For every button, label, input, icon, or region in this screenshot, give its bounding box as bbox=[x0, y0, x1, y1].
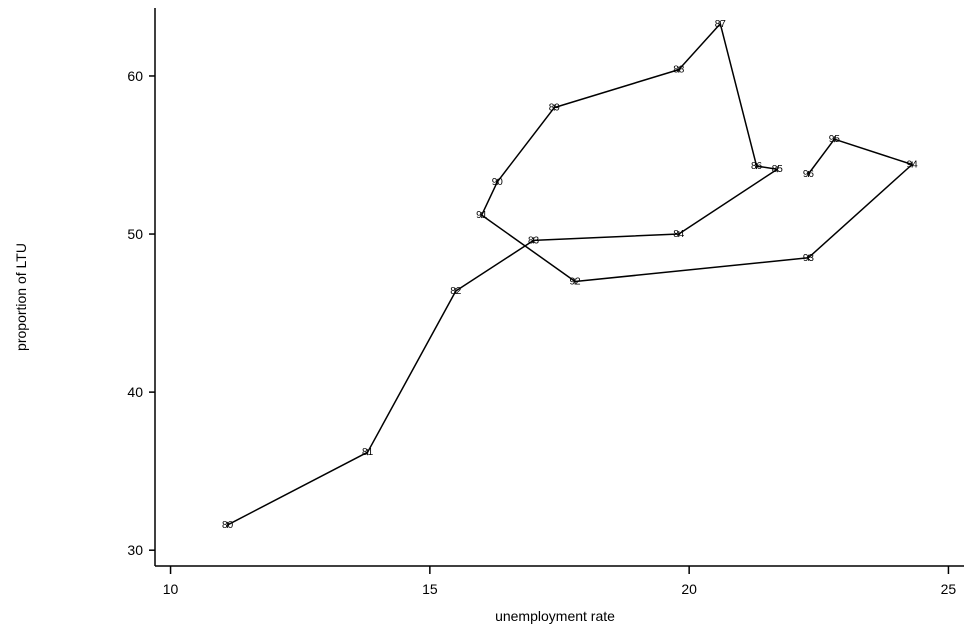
data-point-label: 85 bbox=[772, 164, 784, 175]
axes bbox=[154, 8, 964, 567]
y-ticks: 30 40 50 60 bbox=[127, 68, 155, 558]
data-point-label: 81 bbox=[362, 447, 374, 458]
data-point-label: 88 bbox=[673, 65, 685, 76]
data-point-label: 82 bbox=[450, 286, 462, 297]
x-tick-label: 10 bbox=[163, 581, 179, 597]
data-point-label: 84 bbox=[673, 229, 685, 240]
y-tick-label: 30 bbox=[127, 542, 143, 558]
x-ticks: 10 15 20 25 bbox=[163, 566, 957, 597]
data-point-label: 96 bbox=[803, 169, 815, 180]
y-tick-label: 40 bbox=[127, 384, 143, 400]
data-point-label: 86 bbox=[751, 161, 763, 172]
x-tick-label: 20 bbox=[681, 581, 697, 597]
data-point-label: 80 bbox=[222, 520, 234, 531]
series-line bbox=[227, 23, 913, 526]
data-point-label: 93 bbox=[803, 253, 815, 264]
y-tick-label: 60 bbox=[127, 68, 143, 84]
data-point-label: 94 bbox=[907, 159, 919, 170]
data-point-label: 87 bbox=[715, 19, 727, 30]
data-point-label: 92 bbox=[569, 276, 581, 287]
series-group: 80 81 82 83 84 85 86 87 88 89 90 91 92 93 94 95 96 bbox=[222, 19, 918, 531]
y-tick-label: 50 bbox=[127, 226, 143, 242]
data-point-label: 89 bbox=[549, 103, 561, 114]
x-tick-label: 25 bbox=[941, 581, 957, 597]
data-point-label: 91 bbox=[476, 210, 488, 221]
x-axis-title: unemployment rate bbox=[495, 608, 615, 624]
data-point-label: 95 bbox=[829, 134, 841, 145]
x-tick-label: 15 bbox=[422, 581, 438, 597]
data-point-label: 83 bbox=[528, 235, 540, 246]
y-axis-title: proportion of LTU bbox=[13, 243, 29, 351]
data-point-label: 90 bbox=[492, 177, 504, 188]
